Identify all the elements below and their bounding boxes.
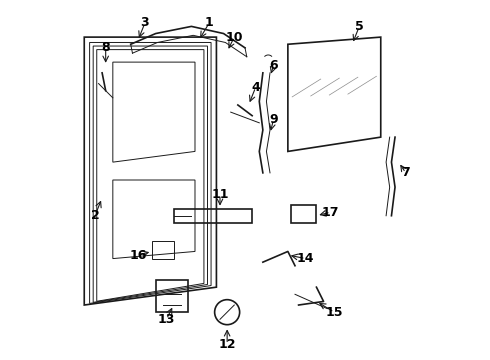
Text: 13: 13 [158,313,175,326]
Text: 4: 4 [251,81,260,94]
Text: 9: 9 [270,113,278,126]
Text: 15: 15 [325,306,343,319]
Text: 8: 8 [101,41,110,54]
Text: 3: 3 [141,16,149,29]
Text: 14: 14 [297,252,315,265]
Text: 6: 6 [270,59,278,72]
Text: 17: 17 [322,206,340,219]
Text: 10: 10 [225,31,243,44]
Text: 12: 12 [219,338,236,351]
Text: 5: 5 [355,20,364,33]
Text: 2: 2 [91,209,99,222]
Text: 7: 7 [401,166,410,179]
Text: 1: 1 [205,16,214,29]
Text: 11: 11 [211,188,229,201]
Text: 16: 16 [129,248,147,261]
